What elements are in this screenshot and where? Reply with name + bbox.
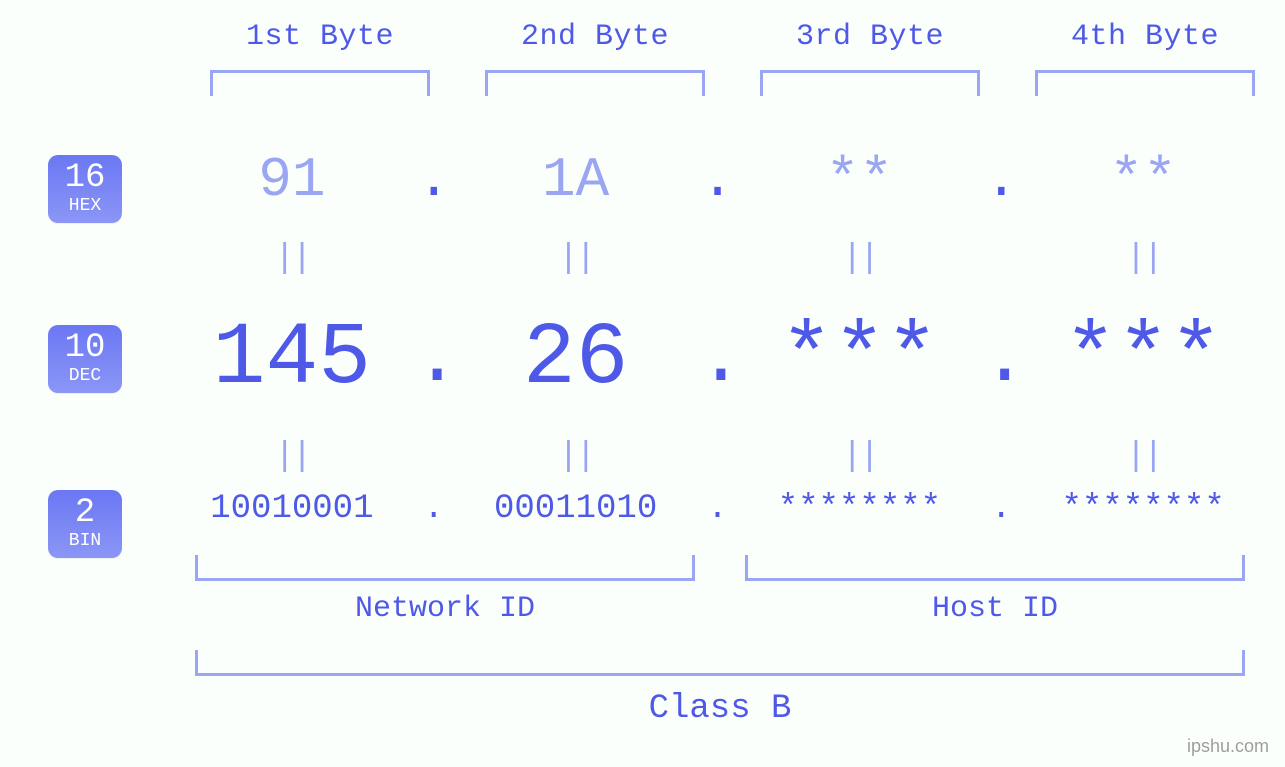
dot-icon: .: [414, 148, 454, 212]
hex-byte-3: **: [738, 148, 982, 212]
hex-base-number: 16: [48, 161, 122, 195]
bin-base-label: BIN: [48, 532, 122, 550]
equals-icon: ||: [454, 438, 698, 476]
hex-byte-2: 1A: [454, 148, 698, 212]
byte-bracket-4: [1035, 70, 1255, 96]
equals-icon: ||: [738, 240, 982, 278]
equals-icon: ||: [170, 240, 414, 278]
dec-byte-4: ***: [1021, 310, 1265, 409]
byte-bracket-1: [210, 70, 430, 96]
byte-header-4: 4th Byte: [1035, 20, 1255, 54]
watermark: ipshu.com: [1187, 736, 1269, 757]
equals-icon: ||: [454, 240, 698, 278]
dot-icon: .: [981, 490, 1021, 528]
host-id-label: Host ID: [745, 592, 1245, 626]
host-id-bracket: [745, 555, 1245, 581]
class-bracket: [195, 650, 1245, 676]
dec-byte-1: 145: [170, 310, 414, 409]
dec-row: 145 . 26 . *** . ***: [170, 310, 1265, 409]
bin-row: 10010001 . 00011010 . ******** . *******…: [170, 490, 1265, 528]
hex-badge: 16 HEX: [48, 155, 122, 223]
bin-byte-4: ********: [1021, 490, 1265, 528]
equals-icon: ||: [1021, 240, 1265, 278]
dot-icon: .: [698, 490, 738, 528]
bin-byte-2: 00011010: [454, 490, 698, 528]
bin-base-number: 2: [48, 496, 122, 530]
hex-row: 91 . 1A . ** . **: [170, 148, 1265, 212]
byte-header-3: 3rd Byte: [760, 20, 980, 54]
equals-icon: ||: [738, 438, 982, 476]
network-id-bracket: [195, 555, 695, 581]
ip-diagram: 1st Byte 2nd Byte 3rd Byte 4th Byte 16 H…: [0, 0, 1285, 767]
equals-row-2: || || || ||: [170, 438, 1265, 476]
bin-badge: 2 BIN: [48, 490, 122, 558]
bin-byte-1: 10010001: [170, 490, 414, 528]
dot-icon: .: [981, 316, 1021, 404]
dec-badge: 10 DEC: [48, 325, 122, 393]
equals-row-1: || || || ||: [170, 240, 1265, 278]
dot-icon: .: [698, 148, 738, 212]
bin-byte-3: ********: [738, 490, 982, 528]
dot-icon: .: [981, 148, 1021, 212]
hex-byte-1: 91: [170, 148, 414, 212]
equals-icon: ||: [1021, 438, 1265, 476]
class-label: Class B: [195, 690, 1245, 728]
equals-icon: ||: [170, 438, 414, 476]
byte-bracket-2: [485, 70, 705, 96]
network-id-label: Network ID: [195, 592, 695, 626]
hex-byte-4: **: [1021, 148, 1265, 212]
dec-base-label: DEC: [48, 367, 122, 385]
dot-icon: .: [414, 316, 454, 404]
dec-base-number: 10: [48, 331, 122, 365]
byte-header-1: 1st Byte: [210, 20, 430, 54]
dec-byte-3: ***: [738, 310, 982, 409]
byte-header-2: 2nd Byte: [485, 20, 705, 54]
byte-bracket-3: [760, 70, 980, 96]
dot-icon: .: [414, 490, 454, 528]
dot-icon: .: [698, 316, 738, 404]
hex-base-label: HEX: [48, 197, 122, 215]
dec-byte-2: 26: [454, 310, 698, 409]
